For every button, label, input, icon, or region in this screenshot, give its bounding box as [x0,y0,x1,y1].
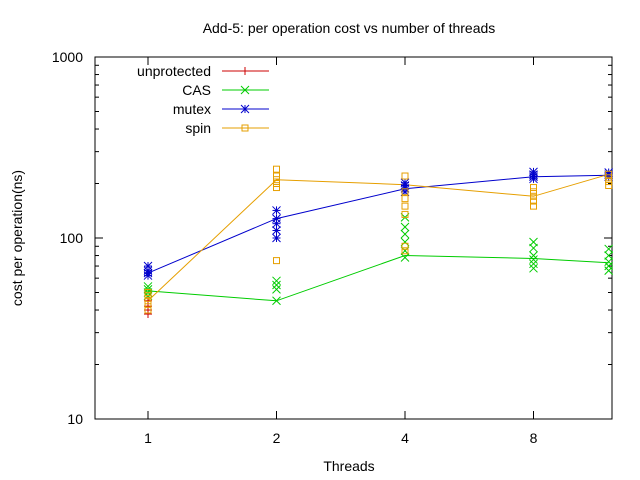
legend-marker-mutex [240,104,250,114]
x-axis-label: Threads [323,458,374,474]
data-point-CAS [529,259,538,269]
data-point-mutex [143,261,153,271]
data-point-CAS [604,257,614,267]
data-point-spin [401,242,409,250]
chart-title: Add-5: per operation cost vs number of t… [203,20,496,36]
data-point-spin [401,247,409,255]
legend-label-spin: spin [185,120,211,136]
data-point-spin [273,184,280,192]
x-tick-label: 2 [273,430,281,446]
legend-marker-spin [241,124,249,132]
data-point-spin [144,297,152,305]
data-point-spin [401,188,409,196]
data-point-mutex [529,167,538,177]
data-point-mutex [272,214,281,223]
data-point-mutex [272,226,281,235]
series-line-CAS [147,254,609,302]
data-point-mutex [400,178,410,188]
data-point-mutex [272,233,281,243]
data-point-spin [273,165,280,173]
data-point-spin [273,176,280,184]
data-point-CAS [272,296,281,306]
legend-marker-CAS [240,85,250,95]
legend-label-CAS: CAS [182,82,211,98]
data-point-CAS [400,229,410,239]
data-point-CAS [604,251,614,260]
data-point-spin [401,172,409,180]
x-tick-label: 4 [401,430,409,446]
data-point-spin [273,257,280,265]
y-tick-label: 1000 [52,49,83,65]
data-point-spin [530,188,537,196]
data-point-CAS [400,222,410,232]
data-point-CAS [272,285,281,294]
data-point-CAS [529,255,538,264]
axes-layer: 10 100 1000 1 2 4 8 [52,49,612,446]
data-point-CAS [604,266,614,276]
data-point-CAS [529,251,538,260]
data-point-spin [605,182,613,190]
y-axis-label: cost per operation(ns) [9,170,25,306]
data-point-spin [144,288,152,296]
y-tick-label: 10 [67,411,83,427]
legend: unprotected CAS mutex spin [137,63,269,136]
data-point-spin [530,197,537,205]
data-point-CAS [604,261,614,271]
data-point-CAS [400,253,410,262]
data-point-CAS [604,244,614,254]
y-tick-label: 100 [60,230,84,246]
data-points-layer [143,165,614,319]
legend-label-unprotected: unprotected [137,63,211,79]
data-point-mutex [272,206,281,215]
data-point-spin [401,195,409,203]
data-point-spin [605,170,613,178]
data-point-spin [605,178,613,186]
data-point-spin [530,192,537,200]
data-point-CAS [529,237,538,247]
x-tick-label: 8 [530,430,538,446]
data-point-spin [401,202,409,210]
data-point-CAS [272,280,281,290]
data-point-CAS [272,276,281,286]
data-point-spin [530,202,537,210]
data-point-spin [605,174,613,182]
data-point-spin [530,184,537,192]
legend-label-mutex: mutex [173,101,211,117]
data-point-CAS [529,263,538,273]
legend-marker-unprotected [241,67,249,75]
x-tick-label: 1 [144,430,152,446]
data-point-spin [273,180,280,188]
data-point-spin [273,172,280,180]
data-point-spin [144,300,152,308]
data-point-spin [401,210,409,218]
